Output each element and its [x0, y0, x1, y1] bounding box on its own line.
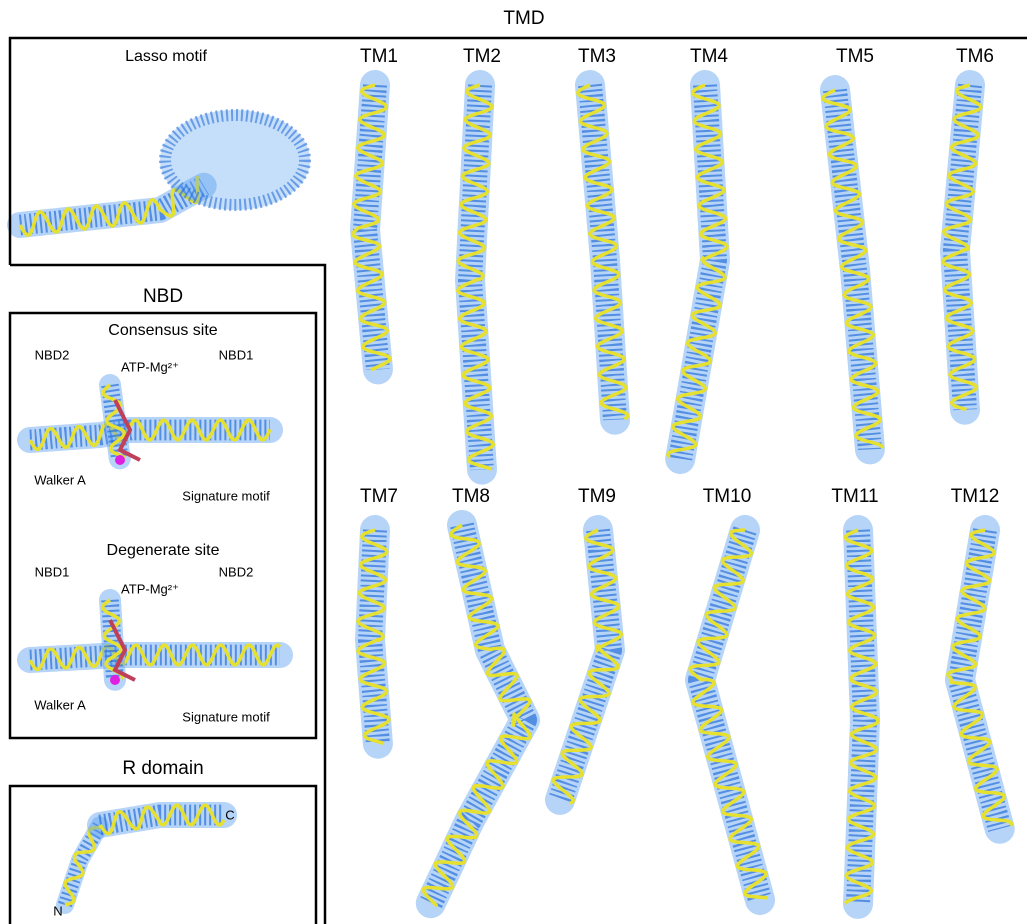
tm-label: TM1: [360, 46, 398, 67]
label: Signature motif: [182, 488, 270, 503]
density-mesh: [431, 525, 525, 903]
label: ATP-Mg²⁺: [121, 581, 179, 596]
label: ATP-Mg²⁺: [121, 359, 179, 374]
label: N: [53, 903, 62, 918]
label: NBD1: [35, 564, 70, 579]
label: C: [225, 807, 234, 822]
ion: [115, 455, 125, 465]
tm-label: TM6: [956, 46, 994, 67]
tm-label: TM5: [836, 46, 874, 67]
tm-label: TM4: [690, 46, 728, 67]
figure: TMD Lasso motif TM1 TM2 TM3 TM4 TM5 TM6 TM7 TM8…: [0, 0, 1029, 924]
label: Walker A: [34, 472, 86, 487]
label: NBD2: [35, 347, 70, 362]
label: Signature motif: [182, 709, 270, 724]
ion: [110, 675, 120, 685]
tm-label: TM12: [951, 486, 1000, 507]
nbd-title: NBD: [143, 286, 183, 307]
nbd-frame: [10, 313, 316, 738]
tm-label: TM7: [360, 486, 398, 507]
tm-label: TM3: [578, 46, 616, 67]
label: NBD2: [219, 564, 254, 579]
tm-label: TM11: [831, 486, 878, 507]
tm-label: TM10: [703, 486, 752, 507]
tm-label: TM9: [578, 486, 616, 507]
tm-label: TM8: [452, 486, 490, 507]
site-title: Consensus site: [108, 322, 217, 339]
label: Walker A: [34, 697, 86, 712]
tmd-title: TMD: [503, 8, 544, 29]
tm-label: TM2: [463, 46, 501, 67]
label: NBD1: [219, 347, 254, 362]
r-domain-title: R domain: [122, 758, 203, 779]
site-title: Degenerate site: [107, 542, 220, 559]
lasso-label: Lasso motif: [125, 48, 207, 65]
